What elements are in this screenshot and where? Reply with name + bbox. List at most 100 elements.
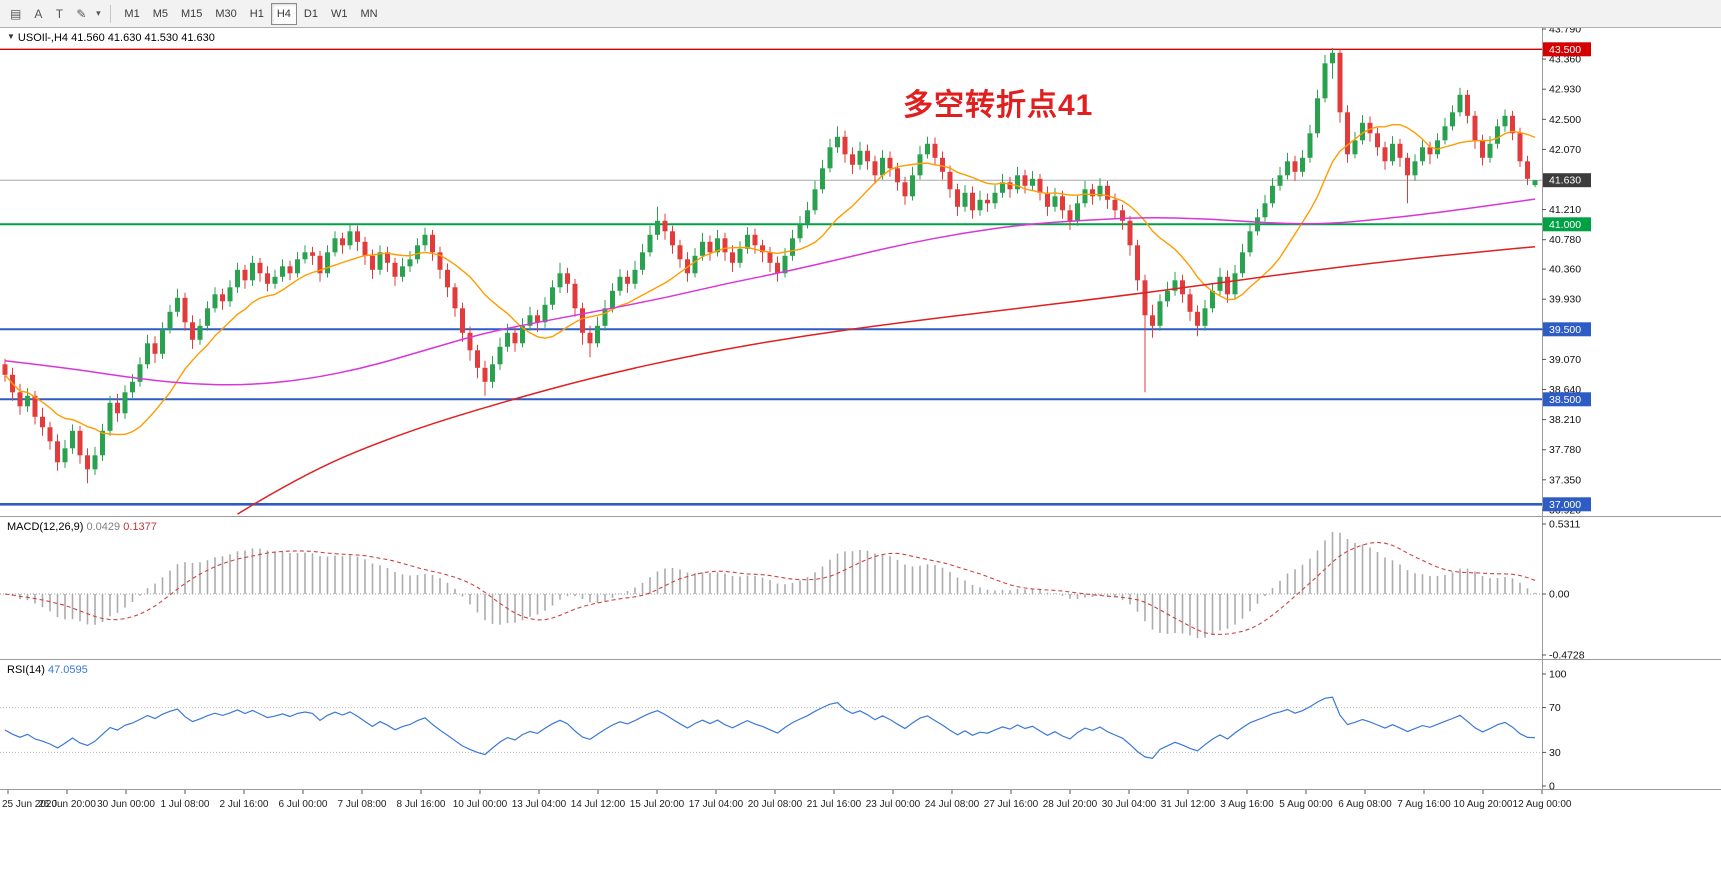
candle-body — [445, 269, 450, 288]
rsi-axis-label: 70 — [1549, 702, 1561, 714]
candle-body — [1037, 178, 1043, 193]
candle-body — [370, 255, 375, 270]
rsi-axis-label: 100 — [1549, 669, 1567, 681]
candle-body — [355, 231, 360, 242]
candle-body — [62, 448, 68, 463]
candle-body — [377, 252, 383, 270]
candle-body — [640, 252, 645, 270]
price-badge — [1543, 322, 1591, 337]
candle-body — [895, 168, 900, 183]
draw-tool-caret-icon[interactable]: ▾ — [93, 3, 103, 25]
candle-body — [1135, 245, 1140, 281]
candle-body — [1187, 294, 1193, 312]
candle-body — [992, 192, 998, 204]
candle-body — [557, 273, 563, 288]
candle-body — [1322, 63, 1328, 99]
candle-body — [32, 395, 38, 417]
candle-body — [475, 350, 480, 368]
candle-body — [1292, 161, 1298, 172]
candle-body — [100, 430, 105, 456]
candle-body — [782, 255, 788, 274]
time-label: 10 Jul 00:00 — [453, 799, 508, 810]
candle-body — [250, 262, 255, 281]
tf-button-W1[interactable]: W1 — [325, 3, 354, 25]
candle-body — [842, 136, 848, 155]
tf-button-D1[interactable]: D1 — [298, 3, 324, 25]
candle-body — [137, 364, 143, 382]
candle-body — [925, 143, 930, 155]
candle-body — [745, 234, 750, 249]
candle-body — [1517, 133, 1523, 162]
candle-body — [1472, 115, 1478, 141]
candle-body — [1030, 178, 1035, 186]
draw-tool-icon[interactable]: ✎ — [70, 3, 92, 25]
tf-button-M30[interactable]: M30 — [209, 3, 242, 25]
candle-body — [677, 245, 683, 260]
candle-body — [1510, 115, 1515, 134]
candle-body — [1090, 189, 1095, 197]
candle-body — [362, 241, 368, 256]
candle-body — [1060, 196, 1065, 211]
candle-body — [670, 231, 675, 246]
ma-mid-line — [4, 198, 1536, 386]
macd-axis-label: 0.00 — [1549, 589, 1570, 601]
candle-body — [805, 210, 810, 225]
candle-body — [242, 269, 248, 281]
time-label: 3 Aug 16:00 — [1220, 799, 1274, 810]
toolbar-separator — [110, 4, 112, 23]
candle-body — [797, 224, 803, 239]
tf-button-H4[interactable]: H4 — [270, 2, 297, 25]
candle-body — [92, 455, 98, 470]
candle-body — [347, 231, 353, 246]
candle-body — [1007, 182, 1013, 190]
candle-body — [302, 252, 308, 260]
arrow-tool-icon[interactable]: A — [28, 3, 48, 25]
symbol-dropdown-icon[interactable]: ▼ — [7, 32, 15, 41]
time-label: 20 Jul 08:00 — [748, 799, 803, 810]
candle-body — [1112, 199, 1118, 211]
candle-body — [1105, 185, 1110, 200]
candle-body — [572, 283, 578, 309]
candle-body — [505, 332, 510, 347]
tf-button-H1[interactable]: H1 — [244, 3, 270, 25]
candle-body — [1450, 112, 1455, 127]
panels-icon[interactable]: ▤ — [4, 3, 27, 25]
candle-body — [692, 255, 698, 274]
candle-body — [1067, 210, 1073, 221]
tf-button-M5[interactable]: M5 — [147, 3, 174, 25]
candle-body — [220, 294, 225, 302]
candle-body — [280, 266, 285, 277]
candle-body — [1172, 280, 1178, 291]
tf-button-M1[interactable]: M1 — [118, 3, 145, 25]
rsi-value: 47.0595 — [47, 664, 88, 676]
tf-button-M15[interactable]: M15 — [175, 3, 208, 25]
price-tick-label: 41.210 — [1549, 204, 1581, 216]
candle-body — [820, 168, 825, 190]
candle-body — [115, 402, 120, 414]
candle-body — [1165, 290, 1170, 302]
candle-body — [482, 367, 488, 382]
tf-button-MN[interactable]: MN — [354, 3, 383, 25]
price-tick-label: 43.360 — [1549, 54, 1581, 66]
price-tick-label: 38.210 — [1549, 414, 1581, 426]
price-tick-label: 42.070 — [1549, 144, 1581, 156]
candle-body — [1405, 157, 1410, 176]
candle-body — [422, 234, 428, 246]
candle-body — [1075, 203, 1080, 221]
candle-body — [1225, 276, 1230, 295]
price-badge — [1543, 217, 1591, 232]
candle-body — [1262, 203, 1268, 218]
rsi-line — [4, 696, 1536, 759]
text-tool-icon[interactable]: T — [49, 3, 69, 25]
candle-body — [1240, 252, 1245, 274]
candle-body — [385, 252, 390, 263]
candle-body — [167, 311, 173, 330]
chart-canvas[interactable]: 43.790 43.360 42.930 42.500 42.070 41.210 40.7… — [0, 28, 1721, 896]
candle-body — [1465, 94, 1470, 116]
price-badge-label: 37.000 — [1549, 499, 1581, 511]
chart-annotation[interactable]: 多空转折点41 — [903, 89, 1094, 122]
candle-body — [265, 273, 270, 284]
candle-body — [1255, 217, 1260, 232]
price-tick-label: 37.780 — [1549, 444, 1581, 456]
price-badge-label: 38.500 — [1549, 394, 1581, 406]
